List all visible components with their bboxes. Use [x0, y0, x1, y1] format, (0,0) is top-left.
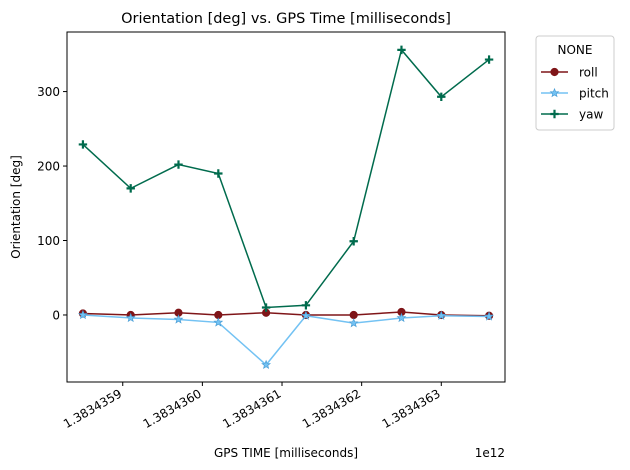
- y-tick-label: 0: [52, 308, 60, 322]
- legend-marker: [550, 67, 559, 77]
- data-point-yaw: [437, 92, 446, 101]
- plot-area: [78, 45, 494, 370]
- y-axis-label: Orientation [deg]: [9, 155, 23, 259]
- data-point-pitch: [300, 310, 311, 320]
- series-pitch: [78, 309, 494, 370]
- data-point-yaw: [214, 169, 223, 178]
- plot-frame: [66, 31, 506, 383]
- legend-marker: [550, 109, 559, 119]
- legend-item-roll: roll: [541, 66, 598, 80]
- legend-items: roll pitch yaw: [541, 66, 609, 122]
- legend-box: [535, 35, 615, 131]
- legend-label: roll: [579, 66, 598, 80]
- y-tick-label: 300: [37, 85, 60, 99]
- series-line-roll: [82, 311, 490, 317]
- data-point-yaw: [397, 45, 406, 55]
- data-point-pitch: [125, 312, 136, 323]
- data-point-pitch: [396, 312, 407, 323]
- legend-item-yaw: yaw: [541, 108, 603, 122]
- data-point-yaw: [261, 303, 271, 312]
- chart-title: Orientation [deg] vs. GPS Time [millisec…: [121, 11, 451, 27]
- data-point-pitch: [78, 309, 88, 320]
- data-point-yaw: [484, 55, 494, 64]
- x-axis-label: GPS TIME [milliseconds]: [214, 446, 358, 460]
- series-line-yaw: [82, 48, 490, 309]
- legend: NONE roll pitch yaw: [535, 35, 615, 131]
- series-line-pitch: [82, 314, 490, 366]
- data-point-yaw: [78, 140, 88, 149]
- data-point-roll: [349, 310, 358, 320]
- data-point-yaw: [174, 160, 183, 169]
- data-point-pitch: [348, 317, 359, 328]
- series-yaw: [78, 45, 494, 312]
- legend-label: pitch: [579, 87, 609, 101]
- legend-item-pitch: pitch: [541, 87, 609, 101]
- data-point-yaw: [301, 301, 311, 310]
- data-point-pitch: [213, 317, 224, 327]
- data-point-yaw: [126, 184, 135, 193]
- legend-marker: [549, 87, 560, 98]
- legend-title: NONE: [558, 43, 593, 57]
- y-tick-label: 100: [37, 234, 60, 248]
- y-tick-label: 200: [37, 160, 60, 174]
- data-point-pitch: [261, 359, 272, 370]
- data-point-pitch: [484, 311, 494, 321]
- data-point-yaw: [349, 237, 358, 246]
- legend-label: yaw: [579, 108, 603, 122]
- y-axis: 0 100 200 300: [37, 85, 67, 322]
- x-axis-offset-label: 1e12: [475, 446, 505, 460]
- data-point-pitch: [173, 314, 184, 324]
- data-point-pitch: [436, 310, 447, 320]
